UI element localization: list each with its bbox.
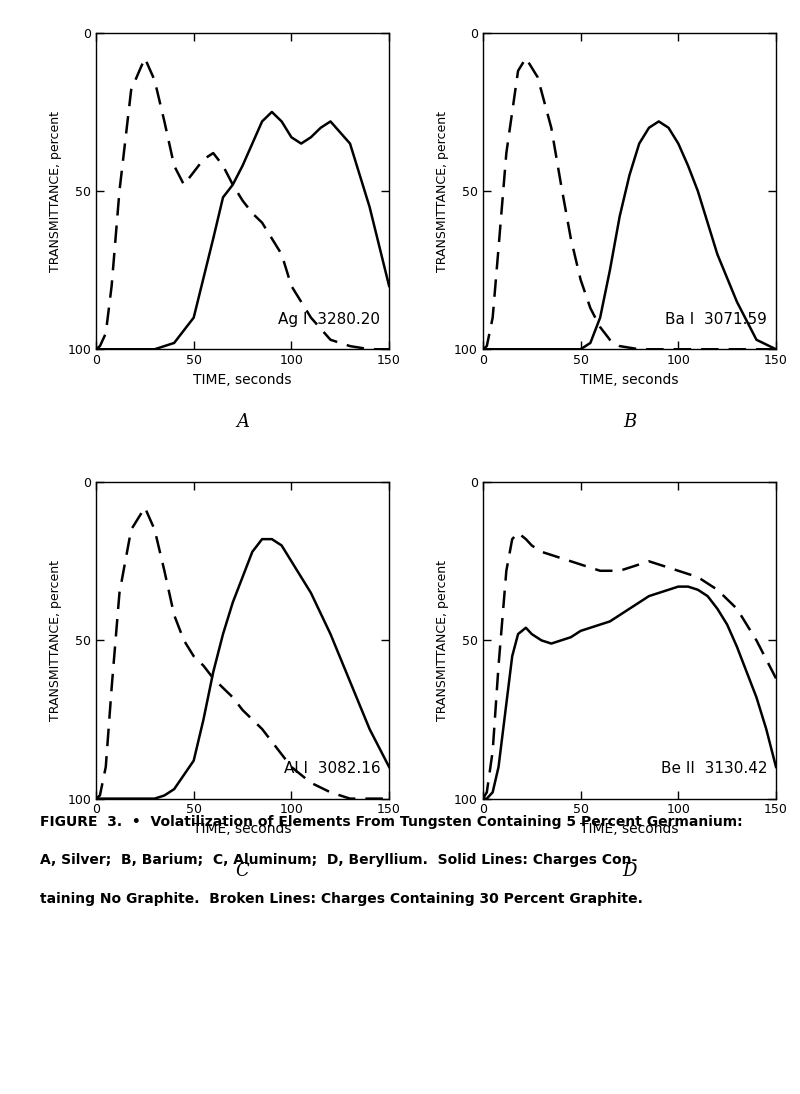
- Y-axis label: TRANSMITTANCE, percent: TRANSMITTANCE, percent: [49, 560, 62, 721]
- Text: Be II  3130.42: Be II 3130.42: [661, 761, 767, 777]
- Text: D: D: [622, 862, 637, 880]
- Y-axis label: TRANSMITTANCE, percent: TRANSMITTANCE, percent: [436, 560, 449, 721]
- X-axis label: TIME, seconds: TIME, seconds: [194, 373, 292, 386]
- Text: Ba I  3071.59: Ba I 3071.59: [666, 312, 767, 327]
- Text: A, Silver;  B, Barium;  C, Aluminum;  D, Beryllium.  Solid Lines: Charges Con-: A, Silver; B, Barium; C, Aluminum; D, Be…: [40, 853, 638, 868]
- Text: A: A: [236, 412, 249, 431]
- Text: Ag I  3280.20: Ag I 3280.20: [278, 312, 380, 327]
- Text: B: B: [623, 412, 636, 431]
- Text: Al I  3082.16: Al I 3082.16: [284, 761, 380, 777]
- Y-axis label: TRANSMITTANCE, percent: TRANSMITTANCE, percent: [436, 110, 449, 271]
- Text: FIGURE  3.  •  Volatilization of Elements From Tungsten Containing 5 Percent Ger: FIGURE 3. • Volatilization of Elements F…: [40, 815, 742, 829]
- X-axis label: TIME, seconds: TIME, seconds: [194, 822, 292, 836]
- Text: taining No Graphite.  Broken Lines: Charges Containing 30 Percent Graphite.: taining No Graphite. Broken Lines: Charg…: [40, 892, 643, 906]
- Text: C: C: [236, 862, 250, 880]
- Y-axis label: TRANSMITTANCE, percent: TRANSMITTANCE, percent: [49, 110, 62, 271]
- X-axis label: TIME, seconds: TIME, seconds: [580, 373, 678, 386]
- X-axis label: TIME, seconds: TIME, seconds: [580, 822, 678, 836]
